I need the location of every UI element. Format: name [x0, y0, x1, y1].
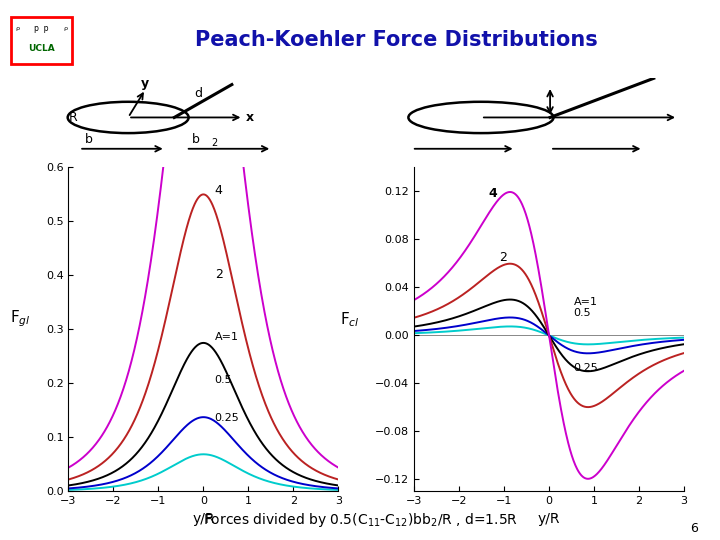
Text: b: b [192, 132, 199, 145]
Text: y: y [141, 77, 149, 90]
Text: 4: 4 [488, 187, 497, 200]
Text: ρ: ρ [15, 26, 19, 31]
Text: 0.5: 0.5 [574, 308, 591, 318]
Text: x: x [246, 111, 254, 124]
Text: 0.5: 0.5 [215, 375, 233, 386]
Text: b: b [85, 132, 93, 145]
X-axis label: y/R: y/R [538, 512, 560, 526]
Text: 0.25: 0.25 [215, 413, 239, 423]
Text: 2: 2 [212, 138, 218, 149]
Text: A=1: A=1 [574, 298, 598, 307]
Text: Peach-Koehler Force Distributions: Peach-Koehler Force Distributions [194, 30, 598, 51]
Text: ρ: ρ [63, 26, 68, 31]
X-axis label: y/R: y/R [192, 512, 215, 526]
Text: UCLA: UCLA [28, 44, 55, 53]
Text: 4: 4 [215, 184, 222, 198]
Y-axis label: F$_{gl}$: F$_{gl}$ [11, 309, 31, 329]
Text: Forces divided by 0.5(C$_{11}$-C$_{12}$)bb$_2$/R , d=1.5R: Forces divided by 0.5(C$_{11}$-C$_{12}$)… [203, 511, 517, 529]
Text: p  p: p p [34, 24, 49, 33]
Y-axis label: F$_{cl}$: F$_{cl}$ [340, 310, 360, 329]
Text: 2: 2 [500, 251, 508, 264]
Text: A=1: A=1 [215, 332, 238, 342]
Text: 6: 6 [690, 522, 698, 535]
Text: 2: 2 [215, 268, 222, 281]
Text: R: R [69, 111, 78, 124]
Text: d: d [194, 87, 202, 100]
Text: 0.25: 0.25 [574, 363, 598, 373]
